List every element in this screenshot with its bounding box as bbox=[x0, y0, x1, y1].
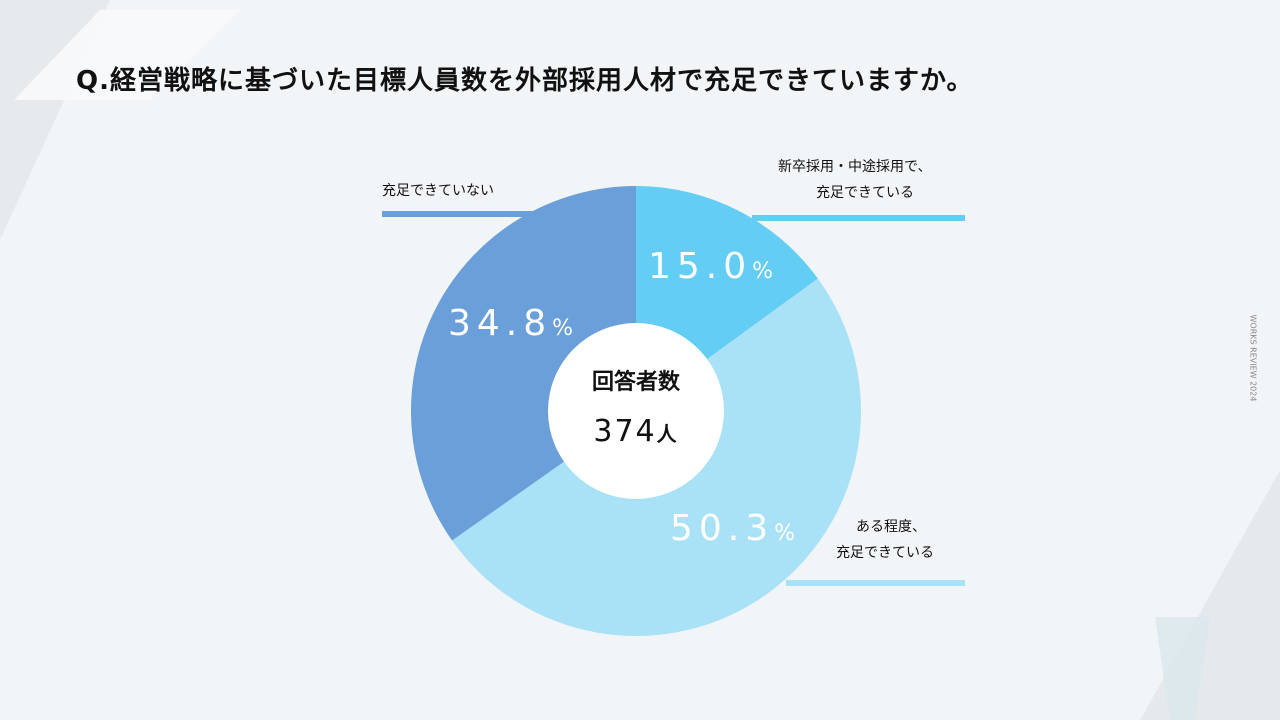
page-title: Q.経営戦略に基づいた目標人員数を外部採用人材で充足できていますか。 bbox=[76, 66, 974, 96]
pct-unit-not: % bbox=[552, 316, 579, 341]
pct-value-somewhat: 50.3 bbox=[670, 508, 774, 549]
leader-line-fully bbox=[752, 215, 965, 221]
label-not: 充足できていない bbox=[382, 178, 494, 204]
center-value: 374人 bbox=[593, 414, 678, 449]
donut-center bbox=[548, 323, 724, 499]
label-fully: 新卒採用・中途採用で、 充足できている bbox=[778, 154, 931, 206]
pct-label-somewhat: 50.3% bbox=[670, 508, 801, 549]
label-somewhat-line1: ある程度、 bbox=[856, 519, 926, 535]
center-unit: 人 bbox=[657, 422, 679, 446]
label-fully-line1: 新卒採用・中途採用で、 bbox=[778, 159, 932, 175]
pct-unit-fully: % bbox=[752, 259, 779, 284]
label-fully-line2: 充足できている bbox=[816, 185, 914, 201]
pct-value-fully: 15.0 bbox=[648, 246, 752, 287]
label-somewhat: ある程度、 充足できている bbox=[836, 514, 934, 566]
slice-not bbox=[410, 186, 636, 541]
pct-label-not: 34.8% bbox=[448, 303, 579, 344]
label-somewhat-line2: 充足できている bbox=[836, 545, 934, 561]
leader-line-somewhat bbox=[786, 580, 965, 586]
label-not-line1: 充足できていない bbox=[382, 183, 494, 199]
pct-unit-somewhat: % bbox=[774, 521, 801, 546]
pct-value-not: 34.8 bbox=[448, 303, 552, 344]
pct-label-fully: 15.0% bbox=[648, 246, 779, 287]
center-count: 374 bbox=[593, 414, 656, 449]
center-title: 回答者数 bbox=[592, 369, 681, 395]
leader-line-not bbox=[382, 211, 592, 217]
